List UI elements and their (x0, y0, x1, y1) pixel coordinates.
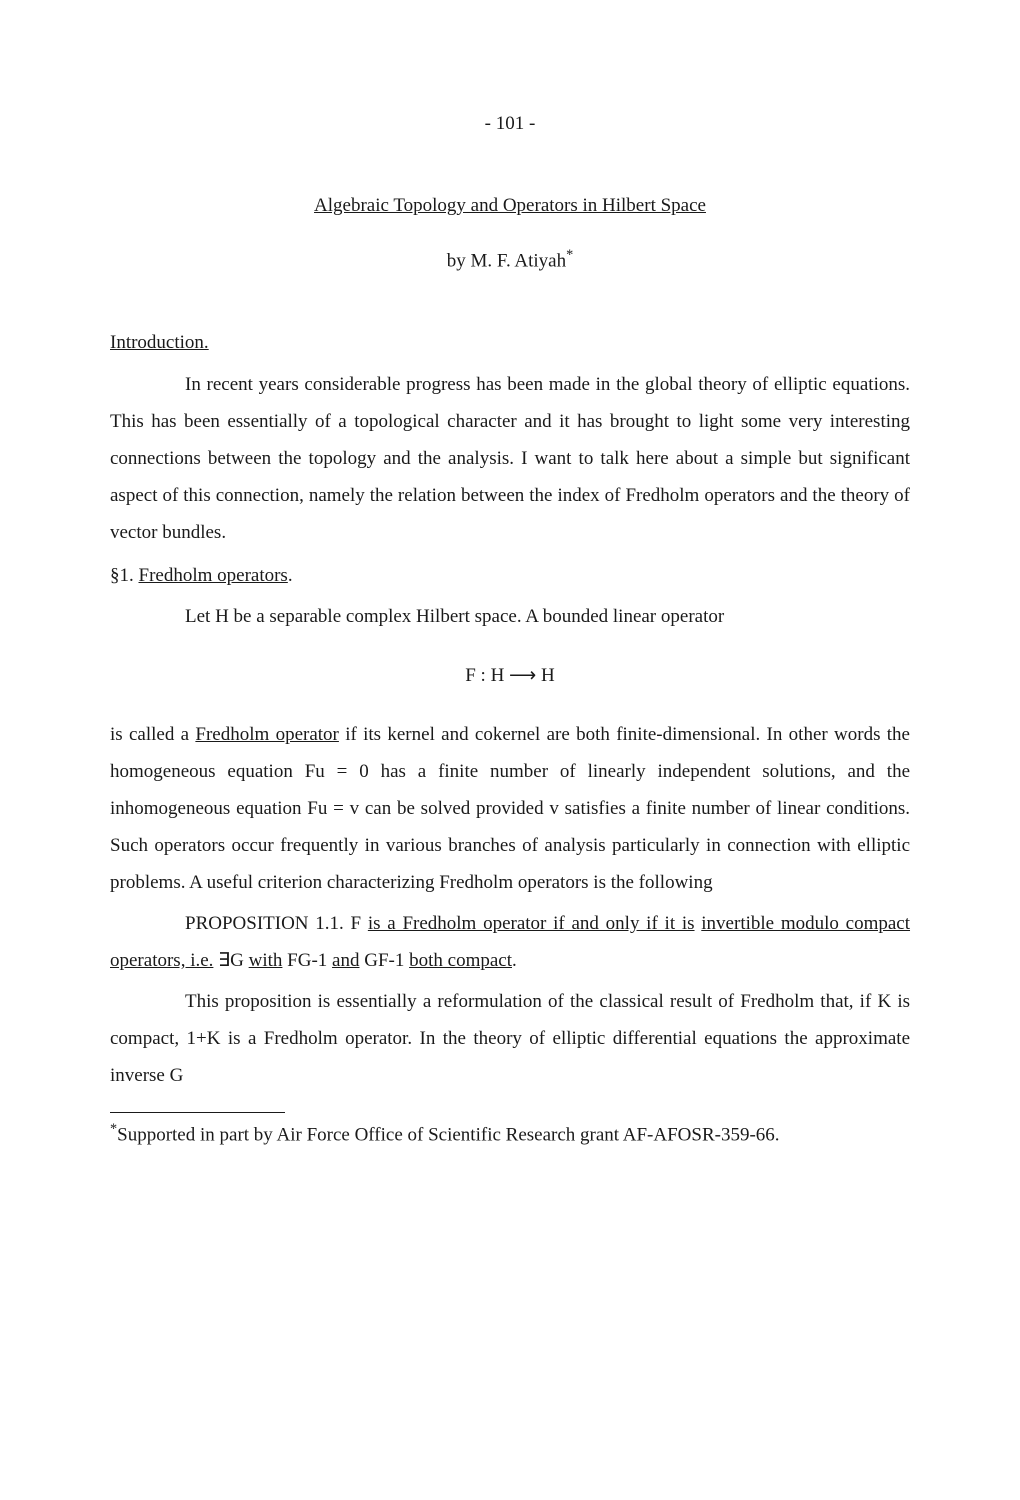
footnote-text: Supported in part by Air Force Office of… (117, 1125, 779, 1146)
prop-a: PROPOSITION 1.1. F (185, 913, 368, 934)
author-name: by M. F. Atiyah (447, 250, 566, 271)
section-1-head: §1. Fredholm operators. (110, 557, 910, 594)
prop-f: . (512, 950, 517, 971)
prop-c: ∃G (213, 950, 248, 971)
prop-e: GF-1 (359, 950, 409, 971)
prop-u1: is a Fredholm operator if and only if it… (368, 913, 695, 934)
author-footnote-marker: * (566, 247, 573, 263)
fredholm-operator-term: Fredholm operator (195, 724, 339, 745)
section-1-title: Fredholm operators (139, 565, 288, 586)
equation-F: F : H ⟶ H (110, 657, 910, 694)
prop-u4: and (332, 950, 359, 971)
s1-para-3: This proposition is essentially a reform… (110, 983, 910, 1094)
prop-u3: with (249, 950, 283, 971)
footnote-separator (110, 1112, 285, 1113)
section-1-number: §1. (110, 565, 139, 586)
footnote: *Supported in part by Air Force Office o… (110, 1119, 910, 1150)
s1-para-2: is called a Fredholm operator if its ker… (110, 716, 910, 901)
page-number: - 101 - (110, 105, 910, 142)
s1-p2-a: is called a (110, 724, 195, 745)
s1-para-1: Let H be a separable complex Hilbert spa… (110, 598, 910, 635)
section-introduction-head: Introduction. (110, 324, 910, 361)
section-1-dot: . (288, 565, 293, 586)
prop-u5: both compact (409, 950, 512, 971)
prop-d: FG-1 (282, 950, 332, 971)
proposition-1-1: PROPOSITION 1.1. F is a Fredholm operato… (110, 905, 910, 979)
paper-author: by M. F. Atiyah* (110, 242, 910, 279)
s1-p2-b: if its kernel and cokernel are both fini… (110, 724, 910, 893)
paper-title: Algebraic Topology and Operators in Hilb… (110, 187, 910, 224)
intro-paragraph: In recent years considerable progress ha… (110, 366, 910, 551)
